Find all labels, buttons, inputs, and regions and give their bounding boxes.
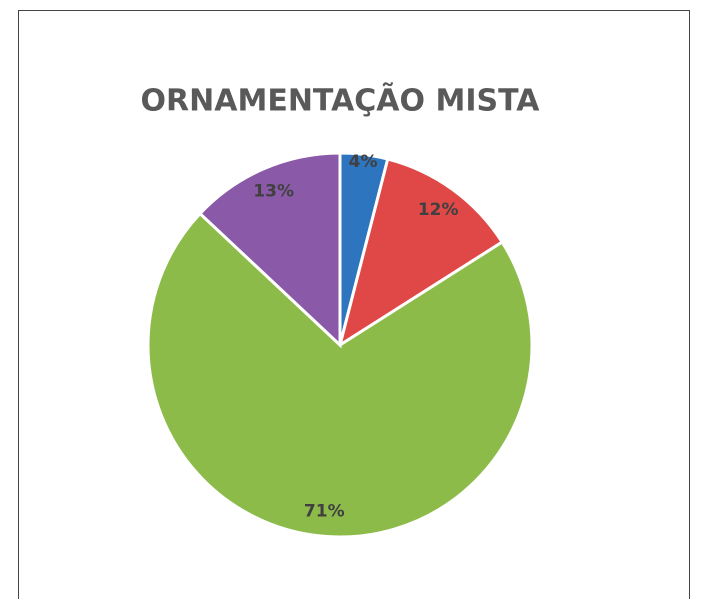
pie-slice xyxy=(337,157,505,349)
pie-slice xyxy=(197,151,342,349)
data-label: 12% xyxy=(418,200,459,220)
data-label: 13% xyxy=(253,182,294,202)
pie-slice xyxy=(146,211,534,539)
data-label: 4% xyxy=(349,152,378,172)
data-label: 71% xyxy=(304,501,345,521)
chart-title: ORNAMENTAÇÃO MISTA xyxy=(141,82,541,119)
